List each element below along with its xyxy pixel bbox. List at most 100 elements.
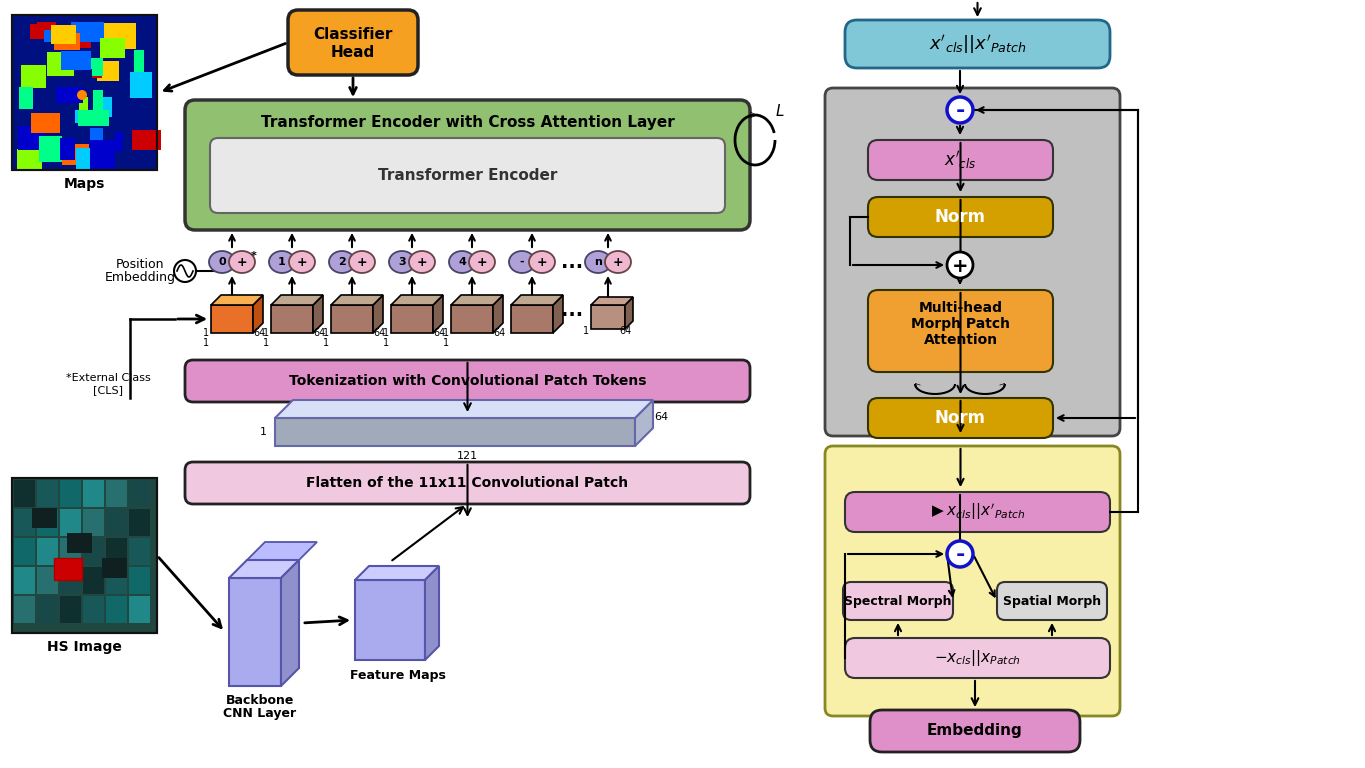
Text: 1: 1 [263,338,269,348]
Text: 64: 64 [254,328,266,338]
FancyBboxPatch shape [186,100,749,230]
Text: 64: 64 [620,326,632,336]
Polygon shape [229,560,299,578]
Text: 3: 3 [399,257,405,267]
Bar [60,596,81,623]
Bar [106,567,127,594]
Bar [37,538,57,565]
Bar [20,65,46,88]
Text: Attention: Attention [924,333,998,347]
Ellipse shape [530,251,556,273]
Bar [91,63,101,78]
Ellipse shape [509,251,535,273]
Polygon shape [355,566,440,580]
Bar [93,90,104,116]
Text: ...: ... [561,300,583,319]
Text: $-x_{cls}||x_{Patch}$: $-x_{cls}||x_{Patch}$ [934,648,1021,668]
FancyBboxPatch shape [845,492,1110,532]
Bar [130,509,150,536]
Bar [75,110,90,124]
Text: 2: 2 [339,257,345,267]
Ellipse shape [586,251,612,273]
Polygon shape [253,295,263,333]
Bar [106,480,127,507]
Circle shape [173,260,197,282]
Text: Backbone: Backbone [225,694,295,707]
FancyBboxPatch shape [868,197,1052,237]
Text: Spatial Morph: Spatial Morph [1003,594,1102,607]
Bar [14,596,35,623]
Text: CNN Layer: CNN Layer [224,707,296,720]
Text: *External Class: *External Class [66,373,150,383]
Text: 1: 1 [324,338,329,348]
Bar [511,305,553,333]
Bar [79,97,87,118]
Bar [247,560,299,668]
FancyBboxPatch shape [210,138,725,213]
Polygon shape [212,295,263,305]
Ellipse shape [389,251,415,273]
Bar [272,305,313,333]
Text: n: n [594,257,602,267]
Polygon shape [247,542,317,560]
Bar [130,567,150,594]
Text: 0: 0 [218,257,225,267]
FancyBboxPatch shape [868,140,1052,180]
Ellipse shape [209,251,235,273]
Bar [12,478,157,633]
Bar [83,538,104,565]
Text: 64: 64 [494,328,506,338]
Circle shape [947,252,973,278]
Text: $x'_{cls}||x'_{Patch}$: $x'_{cls}||x'_{Patch}$ [928,32,1026,55]
Bar [45,30,60,41]
Bar [19,87,33,109]
FancyBboxPatch shape [845,638,1110,678]
Bar [60,57,82,68]
Polygon shape [553,295,562,333]
Bar [37,480,57,507]
Text: 4: 4 [459,257,465,267]
Text: 1: 1 [583,326,590,336]
Bar [20,130,41,146]
Bar [48,25,75,35]
Text: 1: 1 [384,338,389,348]
Polygon shape [313,295,324,333]
Polygon shape [591,297,633,305]
Bar [40,136,61,162]
Ellipse shape [289,251,315,273]
Bar [91,58,102,77]
Bar [83,480,104,507]
Polygon shape [493,295,502,333]
Text: HS Image: HS Image [46,640,121,654]
Text: 1: 1 [442,338,449,348]
Bar [68,58,93,69]
Bar [83,596,104,623]
Circle shape [947,541,973,567]
Bar [37,596,57,623]
Bar [56,88,83,104]
FancyBboxPatch shape [824,88,1121,436]
Bar [130,596,150,623]
Bar [61,51,91,70]
Text: +: + [296,256,307,269]
Bar [90,141,115,168]
Text: +: + [236,256,247,269]
Text: Embedding: Embedding [927,723,1022,739]
Ellipse shape [349,251,375,273]
FancyBboxPatch shape [870,710,1080,752]
FancyBboxPatch shape [996,582,1107,620]
Bar [83,567,104,594]
Ellipse shape [410,251,435,273]
Bar [60,480,81,507]
Polygon shape [330,295,384,305]
Text: Maps: Maps [64,177,105,191]
Text: Tokenization with Convolutional Patch Tokens: Tokenization with Convolutional Patch To… [289,374,646,388]
Polygon shape [390,295,444,305]
Text: Embedding: Embedding [105,270,176,283]
Ellipse shape [329,251,355,273]
Bar [229,578,281,686]
Bar [18,126,45,150]
FancyBboxPatch shape [288,10,418,75]
Bar [450,305,493,333]
Bar [60,138,75,161]
